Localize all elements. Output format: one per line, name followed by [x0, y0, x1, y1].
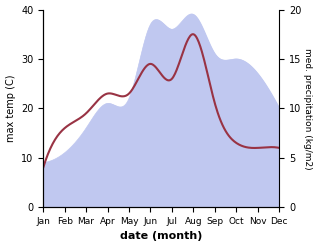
Y-axis label: max temp (C): max temp (C)	[5, 75, 16, 142]
Y-axis label: med. precipitation (kg/m2): med. precipitation (kg/m2)	[303, 48, 313, 169]
X-axis label: date (month): date (month)	[120, 231, 203, 242]
